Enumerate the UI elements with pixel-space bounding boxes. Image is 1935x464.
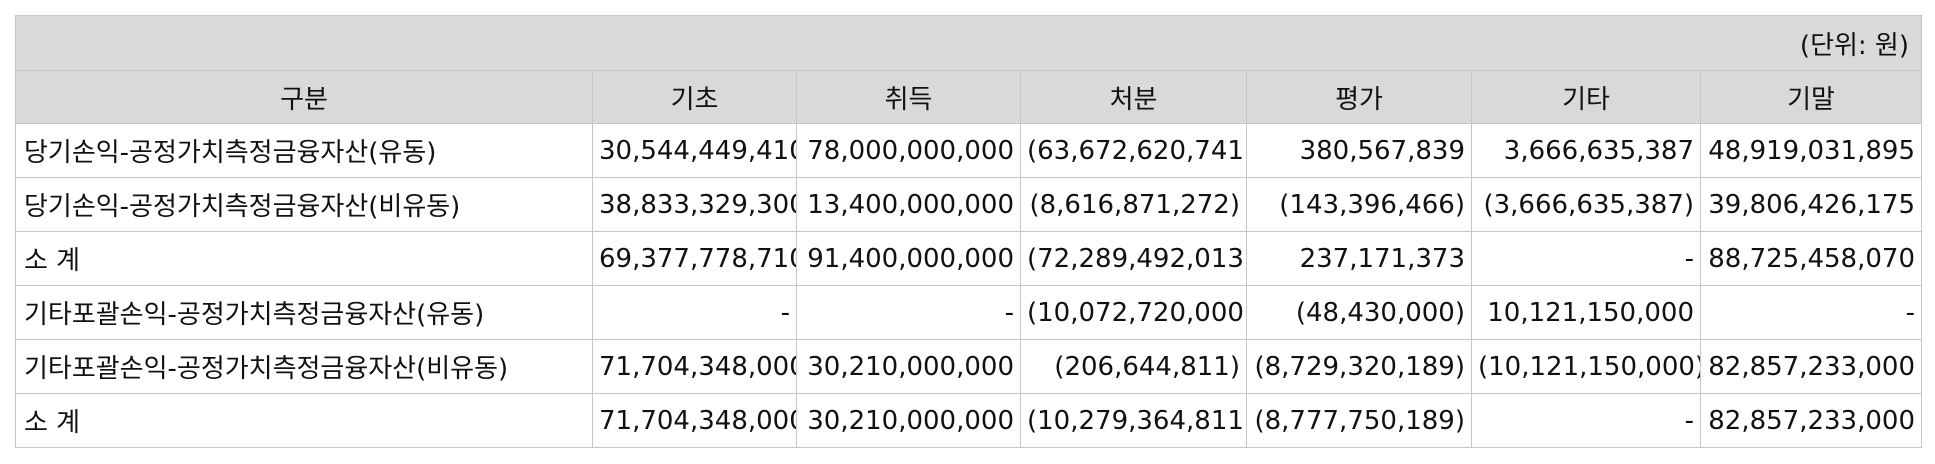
table-row: 기타포괄손익-공정가치측정금융자산(유동) - - (10,072,720,00…	[15, 285, 1922, 340]
cell-acquisition: 78,000,000,000	[796, 123, 1021, 178]
row-label: 기타포괄손익-공정가치측정금융자산(비유동)	[15, 339, 593, 394]
cell-beginning: 69,377,778,710	[592, 231, 797, 286]
cell-valuation: (8,777,750,189)	[1246, 393, 1472, 448]
cell-disposal: (10,279,364,811)	[1020, 393, 1247, 448]
cell-acquisition: 30,210,000,000	[796, 393, 1021, 448]
financial-asset-table: (단위: 원) 구분 기초 취득 처분 평가 기타 기말 당기손익-공정가치측정…	[15, 15, 1922, 448]
cell-ending: 39,806,426,175	[1700, 177, 1922, 232]
header-beginning: 기초	[592, 70, 797, 124]
header-disposal: 처분	[1020, 70, 1247, 124]
cell-disposal: (206,644,811)	[1020, 339, 1247, 394]
cell-valuation: (48,430,000)	[1246, 285, 1472, 340]
cell-valuation: 380,567,839	[1246, 123, 1472, 178]
cell-acquisition: -	[796, 285, 1021, 340]
cell-beginning: 71,704,348,000	[592, 339, 797, 394]
cell-valuation: 237,171,373	[1246, 231, 1472, 286]
cell-other: 10,121,150,000	[1471, 285, 1701, 340]
cell-ending: 88,725,458,070	[1700, 231, 1922, 286]
cell-beginning: 38,833,329,300	[592, 177, 797, 232]
header-ending: 기말	[1700, 70, 1922, 124]
cell-other: 3,666,635,387	[1471, 123, 1701, 178]
header-valuation: 평가	[1246, 70, 1472, 124]
subtotal-row: 소 계 69,377,778,710 91,400,000,000 (72,28…	[15, 231, 1922, 286]
cell-beginning: 71,704,348,000	[592, 393, 797, 448]
cell-beginning: -	[592, 285, 797, 340]
cell-valuation: (143,396,466)	[1246, 177, 1472, 232]
cell-acquisition: 91,400,000,000	[796, 231, 1021, 286]
header-other: 기타	[1471, 70, 1701, 124]
cell-ending: -	[1700, 285, 1922, 340]
row-label: 당기손익-공정가치측정금융자산(비유동)	[15, 177, 593, 232]
row-label: 기타포괄손익-공정가치측정금융자산(유동)	[15, 285, 593, 340]
row-label: 당기손익-공정가치측정금융자산(유동)	[15, 123, 593, 178]
cell-other: (10,121,150,000)	[1471, 339, 1701, 394]
cell-disposal: (72,289,492,013)	[1020, 231, 1247, 286]
financial-asset-table-container: (단위: 원) 구분 기초 취득 처분 평가 기타 기말 당기손익-공정가치측정…	[15, 15, 1922, 448]
header-acquisition: 취득	[796, 70, 1021, 124]
cell-other: (3,666,635,387)	[1471, 177, 1701, 232]
row-label: 소 계	[15, 393, 593, 448]
cell-disposal: (63,672,620,741)	[1020, 123, 1247, 178]
cell-disposal: (10,072,720,000)	[1020, 285, 1247, 340]
cell-acquisition: 30,210,000,000	[796, 339, 1021, 394]
table-row: 당기손익-공정가치측정금융자산(비유동) 38,833,329,300 13,4…	[15, 177, 1922, 232]
cell-other: -	[1471, 231, 1701, 286]
cell-beginning: 30,544,449,410	[592, 123, 797, 178]
header-category: 구분	[15, 70, 593, 124]
cell-other: -	[1471, 393, 1701, 448]
cell-ending: 82,857,233,000	[1700, 393, 1922, 448]
unit-row: (단위: 원)	[15, 15, 1922, 71]
table-row: 기타포괄손익-공정가치측정금융자산(비유동) 71,704,348,000 30…	[15, 339, 1922, 394]
subtotal-row: 소 계 71,704,348,000 30,210,000,000 (10,27…	[15, 393, 1922, 448]
table-row: 당기손익-공정가치측정금융자산(유동) 30,544,449,410 78,00…	[15, 123, 1922, 178]
cell-acquisition: 13,400,000,000	[796, 177, 1021, 232]
cell-ending: 82,857,233,000	[1700, 339, 1922, 394]
row-label: 소 계	[15, 231, 593, 286]
header-row: 구분 기초 취득 처분 평가 기타 기말	[15, 70, 1922, 124]
cell-ending: 48,919,031,895	[1700, 123, 1922, 178]
unit-label: (단위: 원)	[15, 15, 1922, 71]
cell-valuation: (8,729,320,189)	[1246, 339, 1472, 394]
cell-disposal: (8,616,871,272)	[1020, 177, 1247, 232]
